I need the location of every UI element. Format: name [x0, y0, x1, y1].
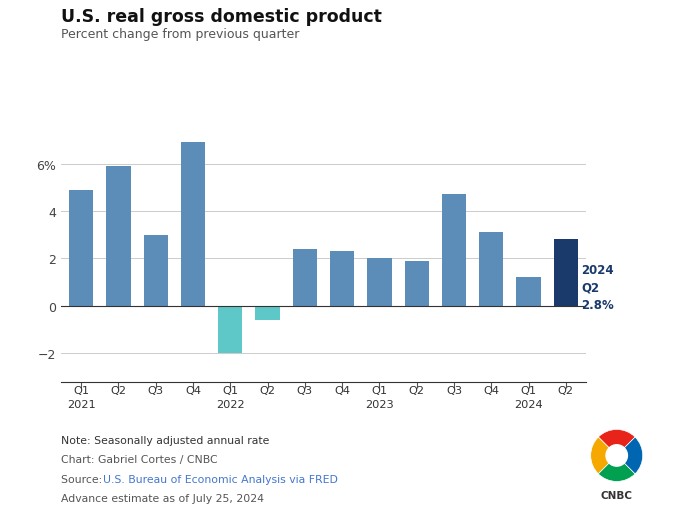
Wedge shape	[599, 430, 635, 456]
Text: Q2: Q2	[111, 385, 127, 395]
Text: 2024: 2024	[514, 399, 543, 409]
Text: Source:: Source:	[61, 474, 105, 484]
Text: Q2: Q2	[408, 385, 425, 395]
Text: Q3: Q3	[297, 385, 313, 395]
Text: Note: Seasonally adjusted annual rate: Note: Seasonally adjusted annual rate	[61, 435, 269, 445]
Bar	[181, 143, 205, 306]
Text: Advance estimate as of July 25, 2024: Advance estimate as of July 25, 2024	[61, 493, 264, 503]
Text: Q1: Q1	[222, 385, 239, 395]
Bar	[255, 306, 280, 320]
Bar	[218, 306, 243, 353]
Bar	[442, 195, 466, 306]
Text: Chart: Gabriel Cortes / CNBC: Chart: Gabriel Cortes / CNBC	[61, 455, 217, 465]
Text: 2024: 2024	[582, 263, 614, 276]
Bar	[69, 190, 93, 306]
Wedge shape	[599, 456, 635, 482]
Text: 2021: 2021	[67, 399, 96, 409]
Bar	[367, 259, 392, 306]
Bar	[479, 233, 503, 306]
Text: Percent change from previous quarter: Percent change from previous quarter	[61, 28, 299, 41]
Bar	[404, 261, 429, 306]
Circle shape	[606, 445, 627, 466]
Bar	[106, 166, 131, 306]
Text: Q1: Q1	[371, 385, 388, 395]
Text: U.S. Bureau of Economic Analysis via FRED: U.S. Bureau of Economic Analysis via FRE…	[103, 474, 338, 484]
Text: CNBC: CNBC	[601, 490, 633, 500]
Text: Q4: Q4	[185, 385, 201, 395]
Text: Q4: Q4	[334, 385, 350, 395]
Bar	[144, 235, 168, 306]
Wedge shape	[617, 437, 643, 474]
Text: Q3: Q3	[148, 385, 164, 395]
Text: 2.8%: 2.8%	[582, 298, 614, 312]
Text: Q2: Q2	[558, 385, 574, 395]
Text: Q2: Q2	[582, 281, 600, 294]
Bar	[330, 252, 355, 306]
Text: Q4: Q4	[483, 385, 499, 395]
Text: Q1: Q1	[520, 385, 537, 395]
Text: U.S. real gross domestic product: U.S. real gross domestic product	[61, 8, 381, 25]
Bar	[293, 249, 317, 306]
Text: Q1: Q1	[73, 385, 89, 395]
Text: 2023: 2023	[365, 399, 394, 409]
Text: 2022: 2022	[216, 399, 245, 409]
Wedge shape	[590, 437, 617, 474]
Bar	[554, 240, 578, 306]
Text: Q2: Q2	[259, 385, 276, 395]
Bar	[516, 278, 541, 306]
Text: Q3: Q3	[446, 385, 462, 395]
